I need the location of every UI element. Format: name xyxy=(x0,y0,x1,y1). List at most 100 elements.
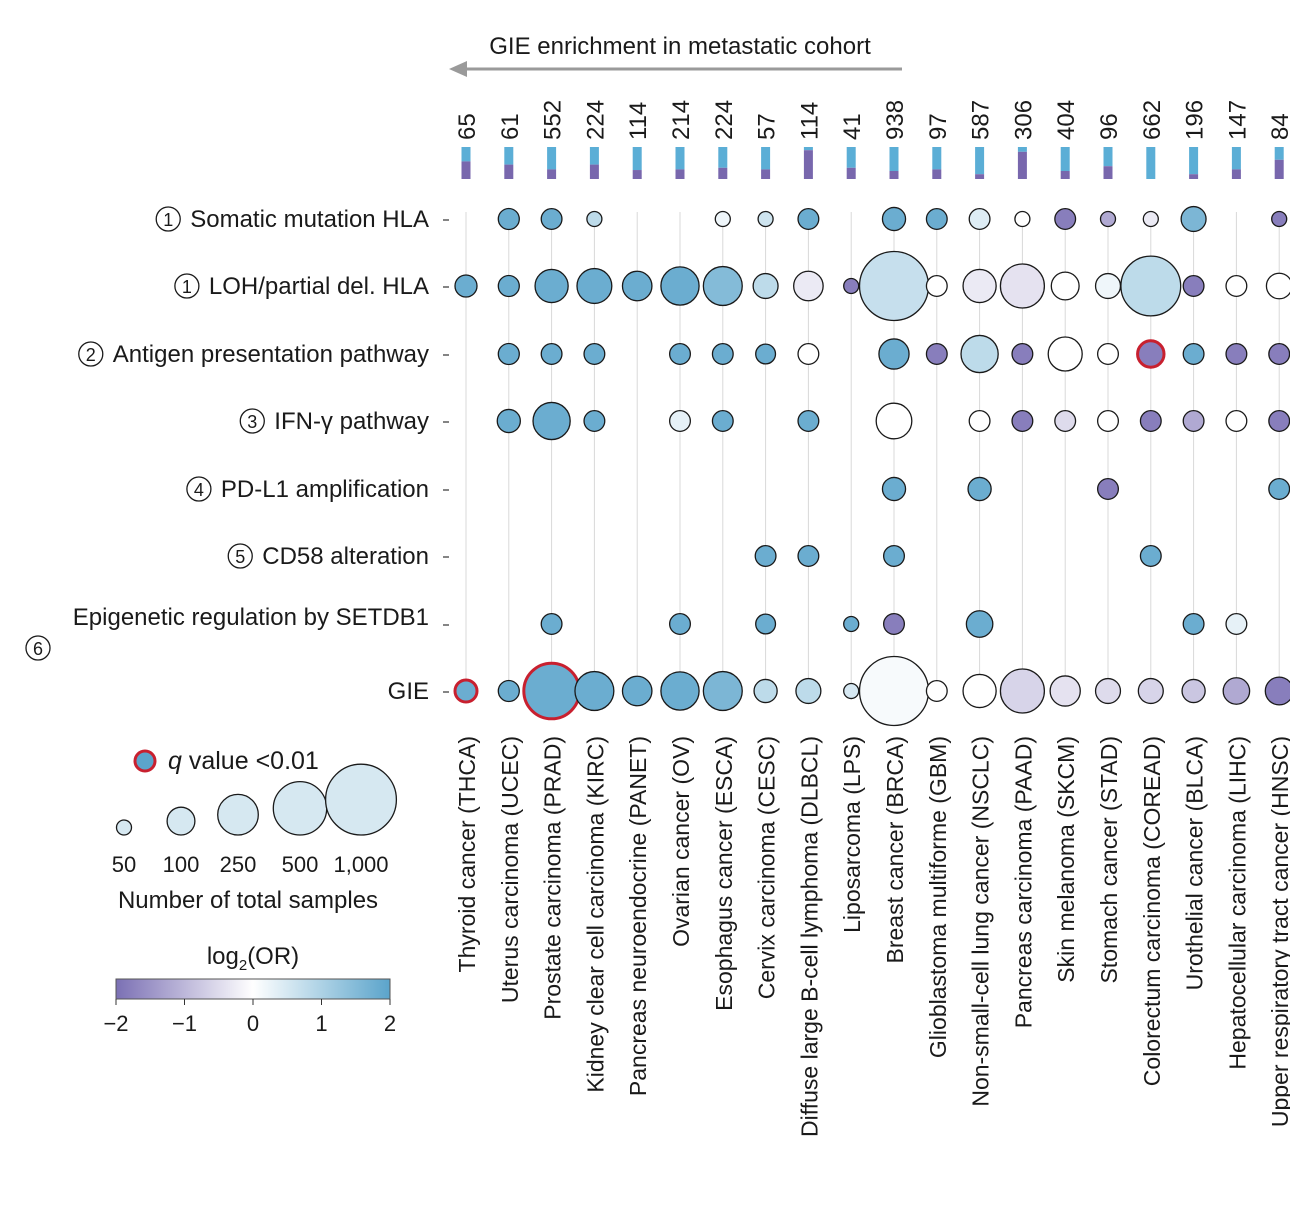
cancer-type-label: Pancreas neuroendocrine (PANET) xyxy=(625,736,651,1096)
bar-primary xyxy=(1146,147,1156,179)
bubble xyxy=(875,402,913,440)
bubble xyxy=(1096,342,1120,366)
row-number-circle xyxy=(174,273,200,299)
cancer-type-label: Pancreas carcinoma (PAAD) xyxy=(1010,736,1036,1028)
bar-primary xyxy=(889,147,899,171)
bubble xyxy=(497,207,520,231)
sample-count: 662 xyxy=(1139,100,1166,140)
bubble xyxy=(1137,677,1164,705)
bar-metastatic xyxy=(547,169,557,179)
bubble xyxy=(752,272,779,300)
bubble xyxy=(960,334,999,374)
bubble xyxy=(843,277,860,295)
bar-primary xyxy=(975,147,985,175)
bubble xyxy=(858,250,930,322)
bar-metastatic xyxy=(632,170,642,179)
sample-count: 306 xyxy=(1010,100,1037,140)
size-legend: 50 100 250 500 1,000 xyxy=(112,763,398,877)
bubble xyxy=(793,270,824,302)
bubble xyxy=(797,544,820,568)
bar-primary xyxy=(1231,147,1241,170)
color-bar-tick-label: −1 xyxy=(172,1011,197,1036)
sample-count: 65 xyxy=(454,113,481,140)
bubble xyxy=(881,206,907,232)
size-legend-bubble xyxy=(115,819,133,836)
bar-metastatic xyxy=(761,169,771,179)
bubble xyxy=(711,409,734,433)
bar-metastatic xyxy=(1231,169,1241,179)
bubble xyxy=(497,342,520,366)
size-legend-bubble xyxy=(217,793,259,836)
bubble xyxy=(453,678,479,704)
bubble xyxy=(1268,409,1290,433)
bubble xyxy=(1139,544,1162,568)
bar-metastatic xyxy=(1274,159,1284,179)
bubble xyxy=(1011,409,1034,433)
row-number-circle xyxy=(78,341,104,367)
color-bar-tick-label: 2 xyxy=(384,1011,396,1036)
bar-metastatic xyxy=(718,167,728,179)
cohort-bars xyxy=(461,147,1284,179)
bubble xyxy=(1268,342,1290,366)
bubble xyxy=(454,274,478,298)
bubble xyxy=(1054,409,1077,433)
size-legend-label: 250 xyxy=(220,852,257,877)
bubble xyxy=(967,476,992,502)
bar-primary xyxy=(1060,147,1070,171)
bar-primary xyxy=(718,147,728,168)
bubble xyxy=(1050,271,1080,301)
row-number: 1 xyxy=(163,210,173,230)
bubble xyxy=(1222,677,1251,705)
cancer-type-label: Urothelial cancer (BLCA) xyxy=(1182,736,1208,990)
bubble xyxy=(1271,210,1288,228)
bubble xyxy=(754,544,777,568)
row-number: 2 xyxy=(86,345,96,365)
row-label: PD-L1 amplification xyxy=(221,476,429,503)
bubble xyxy=(1142,210,1159,228)
cancer-type-label: Hepatocellular carcinoma (LIHC) xyxy=(1224,736,1250,1070)
bubble xyxy=(702,670,743,712)
row-number: 4 xyxy=(194,480,204,500)
cancer-type-label: Skin melanoma (SKCM) xyxy=(1053,736,1079,983)
bar-primary xyxy=(1189,147,1199,175)
bubble xyxy=(925,342,948,366)
bubble xyxy=(1094,272,1122,300)
bubble xyxy=(843,615,860,633)
cancer-type-label: Stomach cancer (STAD) xyxy=(1096,736,1122,984)
bubble xyxy=(962,673,997,709)
bubble xyxy=(755,343,777,365)
sample-count: 114 xyxy=(796,102,823,140)
bubble xyxy=(965,610,994,638)
legend-q-label: q value <0.01 xyxy=(168,747,319,775)
bubble xyxy=(583,342,606,366)
size-legend-title: Number of total samples xyxy=(118,887,378,914)
row-number-circle xyxy=(186,476,212,502)
bar-metastatic xyxy=(803,150,813,179)
bubble xyxy=(753,678,778,704)
bar-primary xyxy=(1017,147,1027,152)
sample-count: 404 xyxy=(1053,100,1080,140)
row-label: CD58 alteration xyxy=(262,543,429,570)
bar-metastatic xyxy=(1189,174,1199,179)
bubble xyxy=(1182,612,1205,636)
bar-metastatic xyxy=(589,164,599,179)
row-label: Epigenetic regulation by SETDB1 xyxy=(73,604,429,631)
bubble xyxy=(711,342,734,366)
row-labels: Somatic mutation HLA 1 LOH/partial del. HL… xyxy=(25,206,449,705)
bubble xyxy=(925,207,948,231)
bar-primary xyxy=(504,147,514,165)
bubble xyxy=(925,274,948,298)
row-label: Somatic mutation HLA xyxy=(190,206,429,233)
bar-metastatic xyxy=(504,164,514,179)
bar-metastatic xyxy=(1017,151,1027,179)
bar-metastatic xyxy=(461,161,471,179)
bar-primary xyxy=(461,147,471,162)
bar-metastatic xyxy=(1103,166,1113,179)
bubble xyxy=(968,409,991,433)
bubble xyxy=(621,270,653,302)
size-legend-bubble xyxy=(324,763,398,836)
bubble xyxy=(1120,255,1182,317)
cancer-type-label: Ovarian cancer (OV) xyxy=(668,736,694,947)
bubble xyxy=(1264,676,1290,706)
